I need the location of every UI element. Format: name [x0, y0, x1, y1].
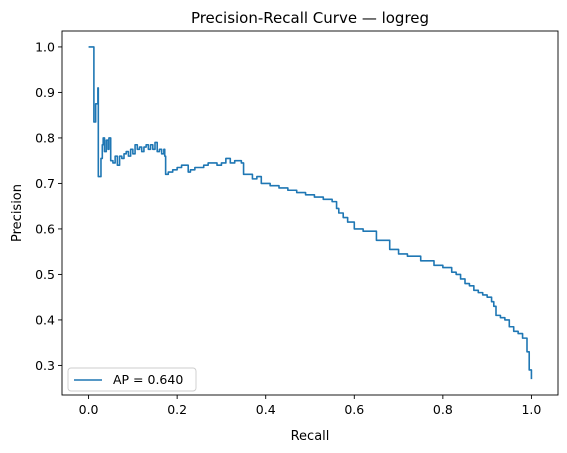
legend-label: AP = 0.640: [113, 372, 183, 387]
y-axis: 0.3 0.4 0.5 0.6 0.7 0.8 0.9 1.0: [35, 39, 62, 373]
y-tick-label: 0.5: [35, 267, 55, 282]
y-tick-label: 0.3: [35, 358, 55, 373]
plot-series: [88, 46, 533, 380]
legend: AP = 0.640: [67, 367, 197, 392]
y-tick-label: 0.9: [35, 85, 55, 100]
y-axis-label: Precision: [10, 184, 25, 242]
legend-box: [67, 367, 197, 392]
x-tick-label: 1.0: [521, 402, 541, 417]
chart-title: Precision-Recall Curve — logreg: [191, 9, 429, 27]
x-tick-label: 0.4: [256, 402, 276, 417]
x-tick-label: 0.6: [344, 402, 364, 417]
y-tick-label: 0.6: [35, 221, 55, 236]
series-line: [88, 46, 533, 380]
x-tick-label: 0.2: [167, 402, 187, 417]
plot-frame: [61, 30, 559, 396]
x-tick-label: 0.0: [79, 402, 99, 417]
y-tick-label: 0.7: [35, 176, 55, 191]
x-tick-label: 0.8: [433, 402, 453, 417]
y-tick-label: 0.8: [35, 130, 55, 145]
y-tick-label: 1.0: [35, 39, 55, 54]
x-axis-label: Recall: [291, 429, 330, 444]
x-axis: 0.0 0.2 0.4 0.6 0.8 1.0: [79, 395, 541, 417]
y-tick-label: 0.4: [35, 312, 55, 327]
